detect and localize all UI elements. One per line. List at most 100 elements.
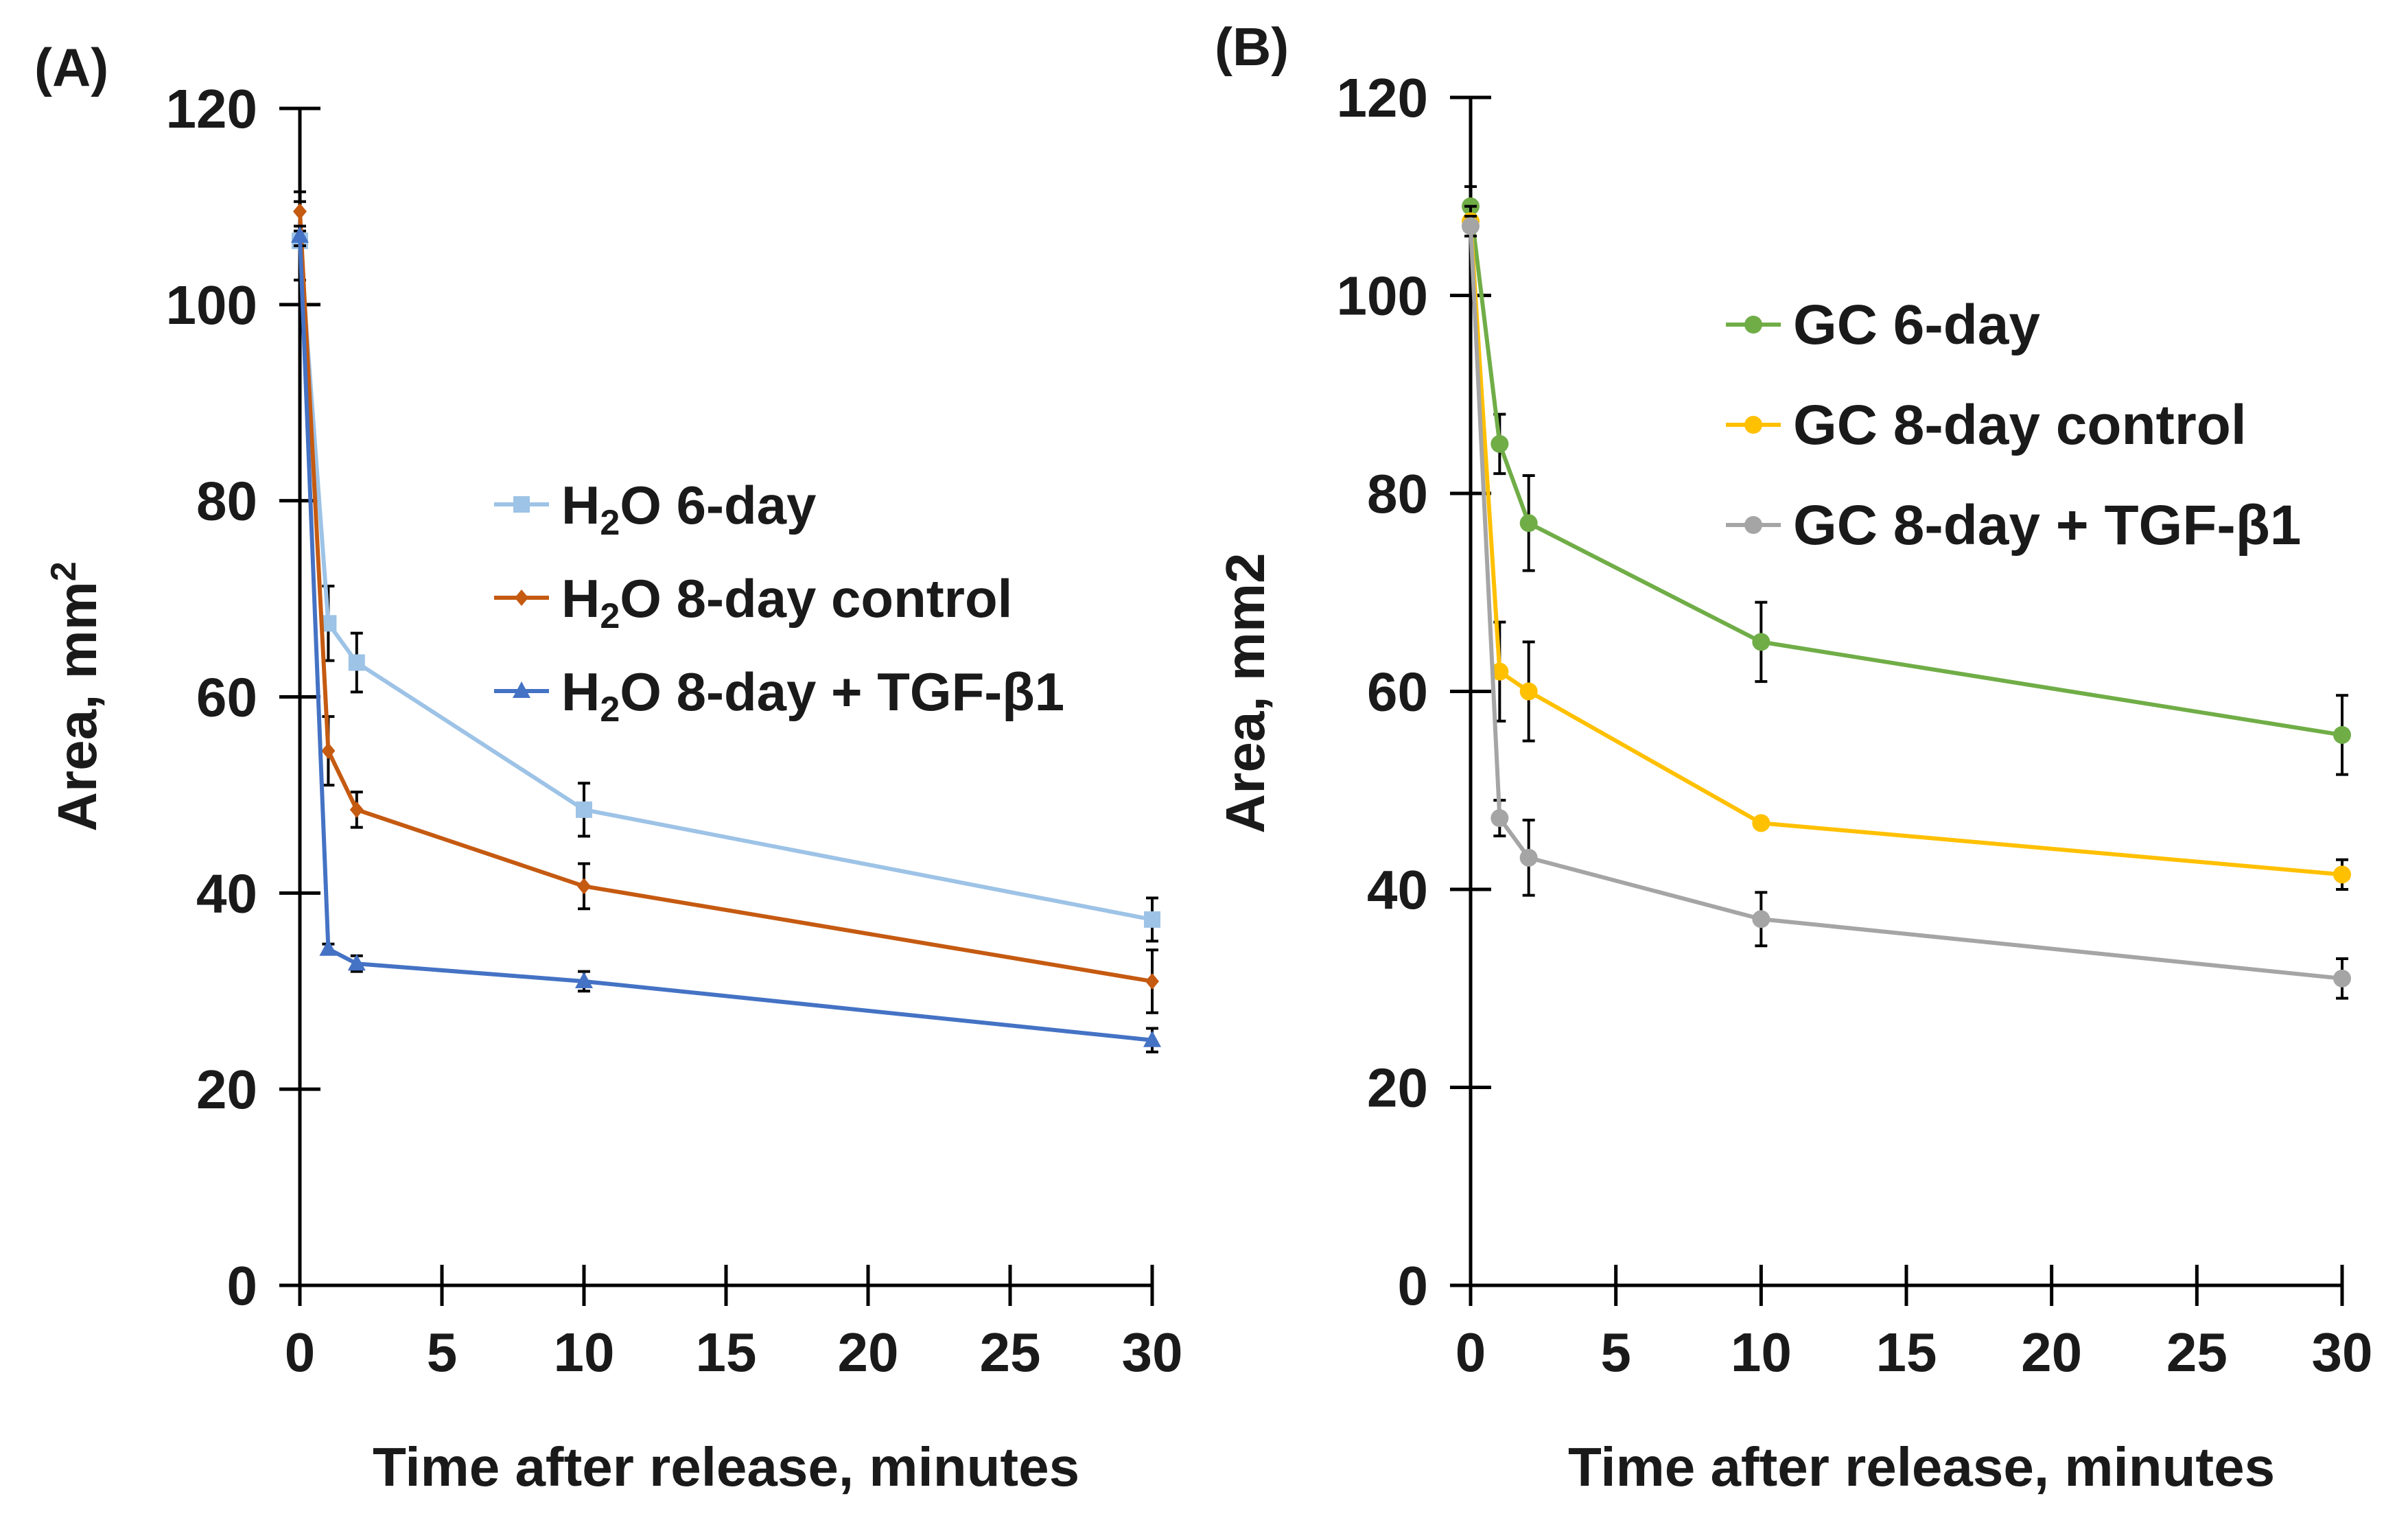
legend-label-suffix: O 6-day [620,475,816,535]
panel-b: (B) 0 20 40 60 80 100 120 0 5 10 15 20 25 30 Time after… [1215,16,2372,1497]
y-tick-label: 60 [1367,662,1428,723]
y-tick-label: 20 [1367,1058,1428,1119]
data-point [1145,972,1159,990]
y-tick-label: 80 [1367,463,1428,524]
series-gc-6-day [1462,185,2351,776]
legend-label: H2O 8-day control [561,568,1012,636]
x-tick-label: 25 [980,1322,1041,1383]
legend-entry: H2O 8-day control [494,568,1012,636]
legend-label: H2O 8-day + TGF-β1 [561,662,1064,729]
legend-label-prefix: H [561,662,600,722]
data-point [2333,865,2351,884]
legend-label-prefix: GC 6-day [1793,294,2040,356]
legend-label-suffix: O 8-day + TGF-β1 [620,662,1064,722]
data-point [2333,725,2351,744]
series-gc-8-day-control [1462,205,2351,891]
legend-entry: GC 8-day control [1726,394,2247,456]
legend-label-prefix: H [561,568,600,629]
series-line [298,235,1153,1042]
x-tick-label: 10 [554,1322,615,1383]
legend-label-prefix: H [561,475,600,535]
x-tick-label: 5 [1600,1322,1631,1383]
data-point [1143,1030,1161,1047]
data-point [2333,969,2351,988]
legend-label-sub: 2 [600,503,620,543]
x-axis-title: Time after release, minutes [1568,1436,2275,1497]
data-point [1519,514,1538,533]
y-axis-title-main: Area, mm2 [1215,552,1276,833]
data-point [1462,217,1480,235]
data-point [1491,434,1509,453]
y-tick-label: 0 [1398,1255,1429,1316]
series-line [1469,206,2343,737]
legend-label-suffix: O 8-day control [620,568,1012,629]
x-tick-label: 20 [838,1322,899,1383]
x-tick-label: 0 [285,1322,316,1383]
legend-label: H2O 6-day [561,475,816,543]
data-point [577,878,591,895]
panel-a: (A) 0 20 40 60 80 100 120 0 5 10 15 20 25 30 Time after… [34,37,1182,1497]
panel-label: (B) [1215,16,1289,77]
x-tick-label: 0 [1456,1322,1486,1383]
data-point [349,801,364,818]
series-h2o-8-day-tgf-1 [291,224,1161,1053]
y-axis-title-main: Area, mm [47,581,108,832]
y-tick-label: 20 [196,1059,257,1120]
panel-label: (A) [34,37,108,97]
data-point [291,226,309,243]
y-tick-label: 60 [196,667,257,728]
legend-label: GC 8-day control [1793,394,2247,456]
legend-marker [515,589,528,606]
x-tick-label: 30 [1122,1322,1183,1383]
legend-marker [513,496,530,513]
data-point [575,971,593,988]
x-tick-label: 30 [2312,1322,2373,1383]
x-tick-label: 10 [1731,1322,1792,1383]
data-point [1491,662,1509,681]
legend-label-sub: 2 [600,596,620,636]
y-tick-label: 100 [1337,266,1428,327]
data-point [1752,910,1770,929]
legend-entry: H2O 8-day + TGF-β1 [494,662,1064,729]
y-axis-title: Area, mm2 [44,561,108,832]
legend-entry: GC 6-day [1726,294,2040,356]
data-point [1752,814,1770,832]
legend-label-prefix: GC 8-day control [1793,394,2247,456]
data-point [1519,682,1538,701]
y-tick-label: 40 [1367,859,1428,920]
legend-label: GC 6-day [1793,294,2040,356]
series-h2o-6-day [292,200,1160,943]
y-axis-title-sup: 2 [44,561,84,581]
data-point [1752,633,1770,651]
legend-label-sub: 2 [600,690,620,729]
legend-marker [1744,516,1762,534]
x-axis-title: Time after release, minutes [373,1436,1079,1497]
data-point [321,743,336,760]
data-point [348,654,365,671]
legend-label-prefix: GC 8-day + TGF-β1 [1793,494,2301,557]
data-point [347,954,366,971]
legend-label: GC 8-day + TGF-β1 [1793,494,2301,557]
y-tick-label: 100 [166,275,257,336]
legend-entry: H2O 6-day [494,475,816,543]
y-tick-label: 0 [227,1255,258,1316]
data-point [1519,848,1538,867]
legend-marker [1744,316,1762,334]
data-point [319,939,338,956]
data-point [1491,809,1509,828]
x-tick-label: 20 [2021,1322,2082,1383]
y-tick-label: 80 [196,471,257,532]
legend-entry: GC 8-day + TGF-β1 [1726,494,2301,557]
legend-marker [1744,416,1762,434]
y-axis-title: Area, mm2 [1215,552,1276,833]
data-point [576,801,592,818]
data-point [1144,911,1160,928]
x-tick-label: 5 [427,1322,458,1383]
y-tick-label: 120 [1337,67,1428,128]
y-tick-label: 120 [166,78,257,139]
y-tick-label: 40 [196,863,257,924]
x-tick-label: 25 [2166,1322,2228,1383]
data-point [293,203,307,220]
x-tick-label: 15 [1876,1322,1937,1383]
